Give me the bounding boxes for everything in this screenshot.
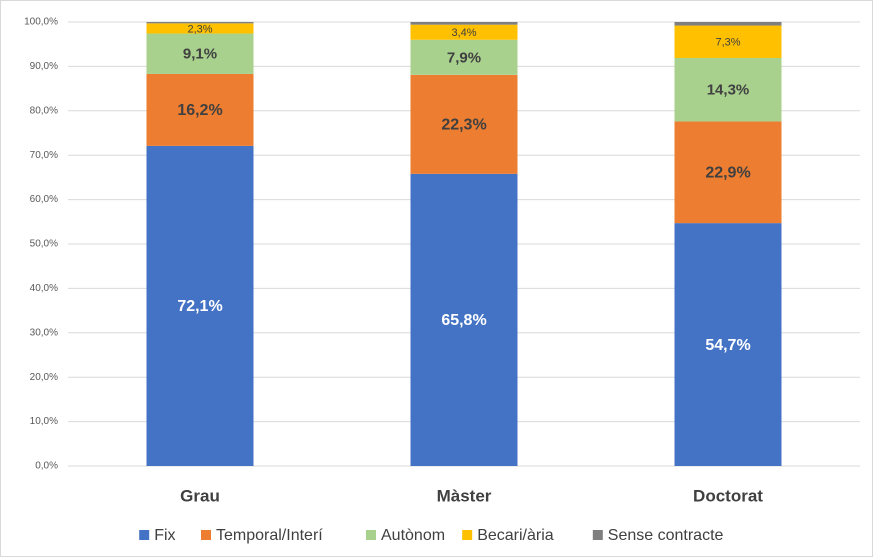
y-tick-label: 60,0% <box>30 194 58 205</box>
y-tick-label: 70,0% <box>30 150 58 161</box>
bar-segment <box>410 74 518 174</box>
bar-segment <box>146 23 254 34</box>
bar-segment <box>674 121 782 224</box>
legend-label: Autònom <box>381 527 445 544</box>
data-label: 54,7% <box>705 337 750 354</box>
x-tick-label: Màster <box>437 486 492 505</box>
bar-segment <box>410 39 518 75</box>
bar-segment <box>410 173 518 466</box>
data-label: 7,3% <box>715 37 740 49</box>
legend-swatch <box>366 530 376 540</box>
bar-segment <box>674 22 782 26</box>
data-label: 72,1% <box>177 298 222 315</box>
x-tick-label: Grau <box>180 486 220 505</box>
data-label: 14,3% <box>707 82 750 99</box>
bar-segment <box>146 73 254 146</box>
x-tick-label: Doctorat <box>693 486 763 505</box>
y-tick-label: 30,0% <box>30 327 58 338</box>
bar-segment <box>674 223 782 466</box>
y-tick-label: 80,0% <box>30 105 58 116</box>
data-label: 7,9% <box>447 49 481 66</box>
bar-segment <box>146 145 254 466</box>
legend-swatch <box>462 530 473 540</box>
data-label: 2,3% <box>187 23 212 35</box>
y-tick-label: 50,0% <box>30 239 58 250</box>
bar-segment <box>146 22 254 24</box>
bar-segment <box>410 24 518 40</box>
data-label: 22,3% <box>441 117 486 134</box>
y-tick-label: 40,0% <box>30 283 58 294</box>
legend-label: Temporal/Interí <box>216 527 323 544</box>
y-tick-label: 100,0% <box>24 17 58 28</box>
data-label: 16,2% <box>177 102 222 119</box>
bar-segment <box>674 25 782 58</box>
legend-swatch <box>139 530 150 540</box>
y-tick-label: 90,0% <box>30 61 58 72</box>
y-tick-label: 10,0% <box>30 416 58 427</box>
data-label: 9,1% <box>183 46 217 63</box>
data-label: 3,4% <box>451 27 476 39</box>
bar-segment <box>410 22 518 25</box>
legend-label: Fix <box>154 527 175 544</box>
legend-swatch <box>592 530 603 540</box>
y-tick-label: 20,0% <box>30 372 58 383</box>
legend-label: Becari/ària <box>477 527 554 544</box>
legend-label: Sense contracte <box>608 527 724 544</box>
data-label: 22,9% <box>705 165 750 182</box>
legend-swatch <box>201 530 211 540</box>
bar-segment <box>674 57 782 122</box>
data-label: 65,8% <box>441 312 486 329</box>
bar-segment <box>146 33 254 74</box>
y-tick-label: 0,0% <box>35 461 58 472</box>
